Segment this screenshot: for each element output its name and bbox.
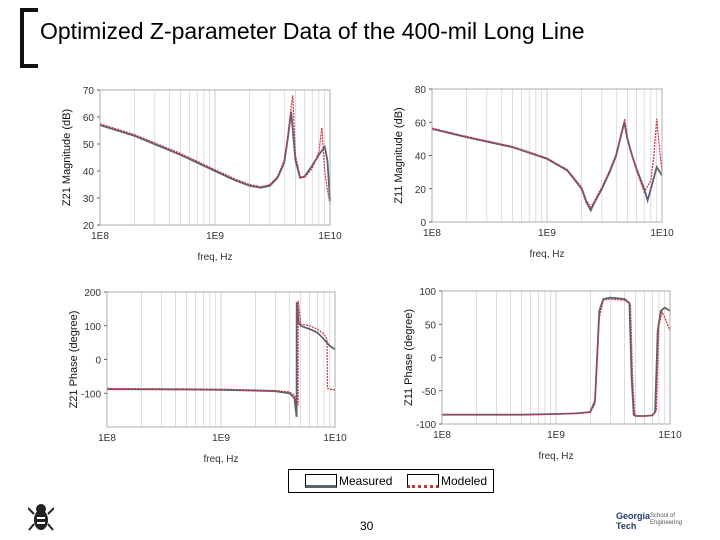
- y-tick-label: 80: [415, 85, 427, 96]
- x-tick-label: 1E9: [538, 228, 556, 239]
- y-axis-label: Z21 Magnitude (dB): [61, 109, 73, 206]
- logo-department: School of Engineering: [650, 513, 683, 526]
- y-tick-label: 200: [84, 288, 101, 299]
- x-axis-label: freq, Hz: [538, 451, 573, 462]
- chart-z11-mag: 0 20 40 60 80 1E8 1E9 1E10 freq, Hz Z11 Magnitude…: [393, 85, 674, 260]
- legend-label-measured: Measured: [339, 474, 393, 488]
- x-tick-label: 1E9: [547, 430, 565, 441]
- y-tick-label: 100: [419, 287, 436, 298]
- x-tick-label: 1E10: [658, 430, 682, 441]
- plot-frame: [441, 290, 671, 425]
- y-tick-label: 60: [415, 118, 427, 129]
- y-tick-label: 40: [415, 152, 427, 163]
- title-bracket: [20, 8, 38, 68]
- plot-frame: [106, 291, 336, 428]
- mascot-logo: [27, 502, 55, 539]
- x-axis-label: freq, Hz: [203, 454, 238, 465]
- plot-frame: [431, 88, 663, 223]
- series-line-modeled: [431, 118, 663, 209]
- y-tick-label: -50: [422, 387, 437, 398]
- series-line-modeled: [442, 298, 671, 417]
- x-tick-label: 1E9: [206, 231, 224, 242]
- y-axis-label: Z21 Phase (degree): [68, 311, 80, 409]
- chart-z21-mag: 20 30 40 50 60 70 1E8 1E9 1E10 freq, Hz Z21 Magnit…: [61, 86, 342, 263]
- series-line-measured: [431, 122, 663, 213]
- x-tick-label: 1E10: [323, 433, 347, 444]
- y-tick-label: 40: [83, 167, 95, 178]
- x-tick-label: 1E9: [212, 433, 230, 444]
- chart-legend: Measured Modeled: [288, 469, 494, 493]
- x-tick-label: 1E8: [433, 430, 451, 441]
- y-tick-label: 0: [430, 354, 436, 365]
- x-tick-label: 1E10: [318, 231, 342, 242]
- x-tick-label: 1E8: [98, 433, 116, 444]
- y-tick-label: 20: [415, 185, 427, 196]
- y-tick-label: 70: [83, 86, 95, 97]
- y-tick-label: 60: [83, 113, 95, 124]
- page-number: 30: [360, 519, 374, 533]
- logo-wordmark: Georgia Tech: [616, 511, 651, 531]
- series-line-measured: [106, 302, 336, 418]
- y-tick-label: -100: [416, 420, 436, 431]
- series-line-modeled: [106, 300, 336, 406]
- series-line-modeled: [99, 95, 331, 204]
- y-tick-label: 0: [95, 356, 101, 367]
- page-title: Optimized Z-parameter Data of the 400-mi…: [40, 18, 585, 44]
- y-tick-label: 50: [425, 320, 437, 331]
- georgia-tech-logo: Georgia Tech School of Engineering: [616, 511, 708, 535]
- x-tick-label: 1E8: [423, 228, 441, 239]
- x-axis-label: freq, Hz: [529, 249, 564, 260]
- y-tick-label: -100: [81, 389, 101, 400]
- x-tick-label: 1E10: [650, 228, 674, 239]
- x-axis-label: freq, Hz: [197, 252, 232, 263]
- y-tick-label: 20: [83, 221, 95, 232]
- legend-swatch-measured: [305, 474, 337, 488]
- plot-frame: [99, 89, 331, 226]
- y-tick-label: 50: [83, 140, 95, 151]
- y-tick-label: 30: [83, 194, 95, 205]
- x-tick-label: 1E8: [91, 231, 109, 242]
- legend-swatch-modeled: [407, 474, 439, 488]
- chart-z11-phase: -100 -50 0 50 100 1E8 1E9 1E10 freq, Hz Z11 Phase…: [403, 287, 682, 462]
- chart-z21-phase: -100 0 100 200 1E8 1E9 1E10 freq, Hz Z21 Phase (…: [68, 288, 347, 465]
- y-tick-label: 0: [420, 218, 426, 229]
- y-axis-label: Z11 Phase (degree): [403, 309, 415, 406]
- y-axis-label: Z11 Magnitude (dB): [393, 107, 405, 203]
- legend-label-modeled: Modeled: [441, 474, 488, 488]
- y-tick-label: 100: [84, 322, 101, 333]
